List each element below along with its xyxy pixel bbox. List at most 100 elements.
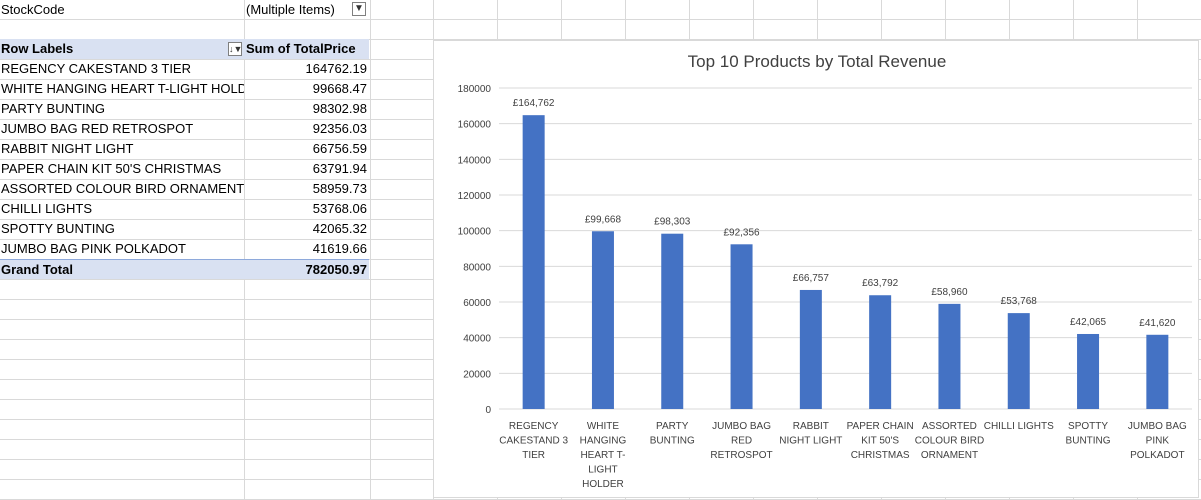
category-label-line: CHILLI LIGHTS <box>984 421 1054 432</box>
data-label: £99,668 <box>585 214 622 225</box>
category-label-line: TIER <box>522 450 545 461</box>
pivot-row[interactable]: PARTY BUNTING 98302.98 <box>0 99 369 119</box>
y-tick-label: 180000 <box>458 84 492 95</box>
grid-column-line <box>244 0 245 500</box>
data-label: £164,762 <box>513 98 555 109</box>
pivot-row[interactable]: REGENCY CAKESTAND 3 TIER 164762.19 <box>0 59 369 79</box>
row-value: 63791.94 <box>312 161 367 176</box>
row-label: PARTY BUNTING <box>1 101 106 116</box>
filter-dropdown-icon[interactable]: ▼ <box>352 2 366 16</box>
row-label: SPOTTY BUNTING <box>1 221 115 236</box>
bar[interactable] <box>938 303 961 409</box>
category-label-line: REGENCY <box>509 421 559 432</box>
data-label: £98,303 <box>654 217 691 228</box>
row-value: 98302.98 <box>312 101 367 116</box>
category-label-line: CAKESTAND 3 <box>499 436 568 447</box>
bar[interactable] <box>1007 313 1030 409</box>
pivot-row[interactable]: RABBIT NIGHT LIGHT 66756.59 <box>0 139 369 159</box>
grand-total-row[interactable]: Grand Total 782050.97 <box>0 259 369 279</box>
y-tick-label: 160000 <box>458 120 492 131</box>
filter-field-value: (Multiple Items) <box>246 2 335 17</box>
row-value: 42065.32 <box>312 221 367 236</box>
data-label: £41,620 <box>1139 318 1176 329</box>
category-label: ASSORTED COLOUR BIRD ORNAMENT <box>915 421 984 461</box>
pivot-header-row: Row Labels ↓▼ Sum of TotalPrice <box>0 39 369 59</box>
bar[interactable] <box>522 115 545 409</box>
row-label: CHILLI LIGHTS <box>1 201 93 216</box>
row-label: ASSORTED COLOUR BIRD ORNAMENT <box>1 181 244 196</box>
pivot-row[interactable]: JUMBO BAG RED RETROSPOT 92356.03 <box>0 119 369 139</box>
data-label: £66,757 <box>793 273 830 284</box>
category-label-line: SPOTTY <box>1068 421 1108 432</box>
sort-filter-icon[interactable]: ↓▼ <box>228 42 243 56</box>
pivot-row[interactable]: SPOTTY BUNTING 42065.32 <box>0 219 369 239</box>
bar[interactable] <box>1146 334 1169 409</box>
pivot-row[interactable]: CHILLI LIGHTS 53768.06 <box>0 199 369 219</box>
chart-title: Top 10 Products by Total Revenue <box>688 52 947 71</box>
category-label: WHITE HANGING HEART T- LIGHT HOLDER <box>580 421 627 490</box>
bar-chart[interactable]: Top 10 Products by Total Revenue 0 20000 4… <box>433 40 1199 498</box>
chart-canvas: Top 10 Products by Total Revenue 0 20000 4… <box>458 52 1192 490</box>
category-label-line: RETROSPOT <box>710 450 772 461</box>
category-label-line: BUNTING <box>650 436 695 447</box>
row-value: 41619.66 <box>312 241 367 256</box>
row-value: 58959.73 <box>312 181 367 196</box>
grid-row-line <box>0 19 1201 20</box>
row-label: WHITE HANGING HEART T-LIGHT HOLDEF <box>1 81 244 96</box>
category-label-line: NIGHT LIGHT <box>779 436 842 447</box>
row-label: JUMBO BAG PINK POLKADOT <box>1 241 186 256</box>
data-label: £58,960 <box>931 287 968 298</box>
data-label: £92,356 <box>723 227 760 238</box>
pivot-filter-row: StockCode (Multiple Items) ▼ <box>0 0 370 20</box>
bar[interactable] <box>1077 333 1100 409</box>
category-label-line: POLKADOT <box>1130 450 1184 461</box>
category-label-line: JUMBO BAG <box>1128 421 1187 432</box>
category-label: REGENCY CAKESTAND 3 TIER <box>499 421 568 461</box>
row-value: 92356.03 <box>312 121 367 136</box>
category-label-line: JUMBO BAG <box>712 421 771 432</box>
category-label: RABBIT NIGHT LIGHT <box>779 421 842 447</box>
bar[interactable] <box>799 289 822 409</box>
bar[interactable] <box>661 233 684 409</box>
y-tick-label: 0 <box>485 405 491 416</box>
category-label: PAPER CHAIN KIT 50'S CHRISTMAS <box>847 421 914 461</box>
category-label-line: PAPER CHAIN <box>847 421 914 432</box>
pivot-row[interactable]: ASSORTED COLOUR BIRD ORNAMENT 58959.73 <box>0 179 369 199</box>
category-label: PARTY BUNTING <box>650 421 695 447</box>
category-label-line: CHRISTMAS <box>851 450 910 461</box>
pivot-row[interactable]: PAPER CHAIN KIT 50'S CHRISTMAS 63791.94 <box>0 159 369 179</box>
category-label-line: HANGING <box>580 436 627 447</box>
row-label: RABBIT NIGHT LIGHT <box>1 141 134 156</box>
category-label: JUMBO BAG PINK POLKADOT <box>1128 421 1187 461</box>
pivot-row[interactable]: WHITE HANGING HEART T-LIGHT HOLDEF 99668.… <box>0 79 369 99</box>
bar[interactable] <box>730 244 753 409</box>
bar[interactable] <box>591 231 614 409</box>
y-tick-label: 60000 <box>463 298 491 309</box>
row-label: PAPER CHAIN KIT 50'S CHRISTMAS <box>1 161 222 176</box>
pivot-row[interactable]: JUMBO BAG PINK POLKADOT 41619.66 <box>0 239 369 259</box>
category-label-line: BUNTING <box>1066 436 1111 447</box>
category-label-line: KIT 50'S <box>861 436 899 447</box>
row-value: 164762.19 <box>305 61 367 76</box>
filter-field-label: StockCode <box>1 2 65 17</box>
grid-column-line <box>370 0 371 500</box>
bar[interactable] <box>869 295 892 409</box>
category-label-line: ORNAMENT <box>921 450 978 461</box>
category-label-line: HOLDER <box>582 479 624 490</box>
category-label: JUMBO BAG RED RETROSPOT <box>710 421 772 461</box>
category-label-line: RED <box>731 436 752 447</box>
category-label-line: ASSORTED <box>922 421 977 432</box>
category-label-line: WHITE <box>587 421 620 432</box>
category-label-line: RABBIT <box>793 421 829 432</box>
data-label: £42,065 <box>1070 317 1107 328</box>
category-label: CHILLI LIGHTS <box>984 421 1054 432</box>
y-tick-label: 40000 <box>463 334 491 345</box>
row-value: 99668.47 <box>312 81 367 96</box>
category-label-line: COLOUR BIRD <box>915 436 984 447</box>
y-tick-label: 20000 <box>463 369 491 380</box>
y-tick-label: 80000 <box>463 262 491 273</box>
category-label-line: PARTY <box>656 421 689 432</box>
category-label: SPOTTY BUNTING <box>1066 421 1111 447</box>
row-value: 66756.59 <box>312 141 367 156</box>
category-label-line: LIGHT <box>588 465 617 476</box>
